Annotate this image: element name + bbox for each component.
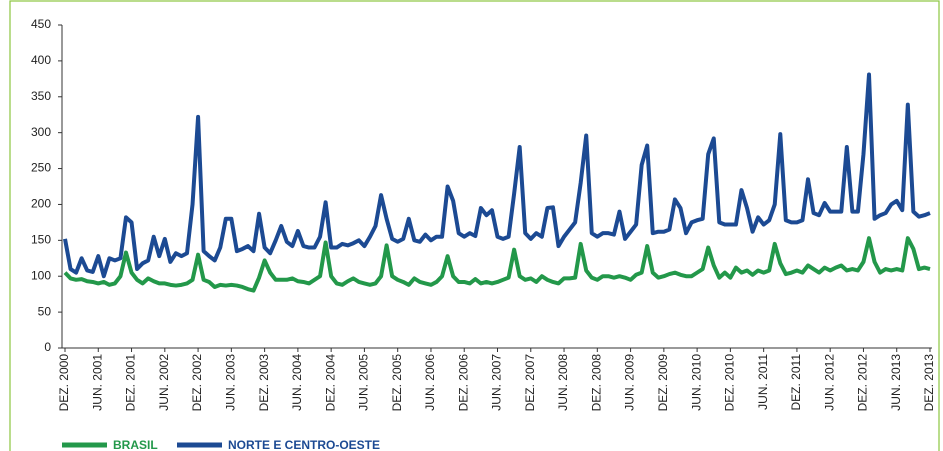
x-tick-label: DEZ. 2011 bbox=[789, 354, 803, 411]
x-tick-label: JUN. 2010 bbox=[689, 354, 703, 411]
y-tick-label: 100 bbox=[31, 268, 51, 282]
x-tick-label: JUN. 2013 bbox=[889, 354, 903, 411]
legend-label: NORTE E CENTRO-OESTE bbox=[228, 438, 380, 451]
x-tick-label: DEZ. 2012 bbox=[856, 354, 870, 412]
x-tick-label: JUN. 2005 bbox=[357, 354, 371, 411]
x-tick-label: DEZ. 2004 bbox=[323, 354, 337, 412]
y-tick-label: 400 bbox=[31, 53, 51, 67]
x-tick-label: DEZ. 2001 bbox=[124, 354, 138, 412]
y-tick-label: 450 bbox=[31, 17, 51, 31]
x-tick-label: DEZ. 2007 bbox=[523, 354, 537, 412]
y-tick-label: 200 bbox=[31, 197, 51, 211]
y-tick-label: 250 bbox=[31, 161, 51, 175]
x-tick-label: DEZ. 2009 bbox=[656, 354, 670, 412]
y-tick-label: 150 bbox=[31, 233, 51, 247]
legend-label: BRASIL bbox=[113, 438, 158, 451]
line-series bbox=[63, 72, 931, 279]
y-tick-label: 50 bbox=[38, 304, 52, 318]
x-tick-label: JUN. 2003 bbox=[224, 354, 238, 411]
x-tick-label: JUN. 2001 bbox=[90, 354, 104, 411]
x-tick-label: JUN. 2007 bbox=[490, 354, 504, 411]
y-tick-label: 300 bbox=[31, 125, 51, 139]
x-tick-label: DEZ. 2003 bbox=[257, 354, 271, 412]
x-tick-label: DEZ. 2000 bbox=[57, 354, 71, 412]
x-tick-label: DEZ. 2008 bbox=[589, 354, 603, 412]
line-series bbox=[63, 236, 931, 293]
x-tick-label: JUN. 2011 bbox=[756, 354, 770, 410]
x-tick-label: DEZ. 2013 bbox=[922, 354, 936, 412]
y-tick-label: 350 bbox=[31, 89, 51, 103]
x-tick-label: JUN. 2006 bbox=[423, 354, 437, 411]
x-tick-label: JUN. 2002 bbox=[157, 354, 171, 411]
x-tick-label: JUN. 2004 bbox=[290, 354, 304, 411]
x-tick-label: DEZ. 2002 bbox=[190, 354, 204, 412]
y-tick-label: 0 bbox=[44, 340, 51, 354]
x-tick-label: DEZ. 2006 bbox=[456, 354, 470, 412]
x-tick-label: JUN. 2008 bbox=[556, 354, 570, 411]
x-tick-label: DEZ. 2005 bbox=[390, 354, 404, 412]
frame bbox=[9, 0, 940, 451]
x-tick-label: JUN. 2012 bbox=[822, 354, 836, 411]
x-tick-label: JUN. 2009 bbox=[623, 354, 637, 411]
x-tick-label: DEZ. 2010 bbox=[723, 354, 737, 412]
